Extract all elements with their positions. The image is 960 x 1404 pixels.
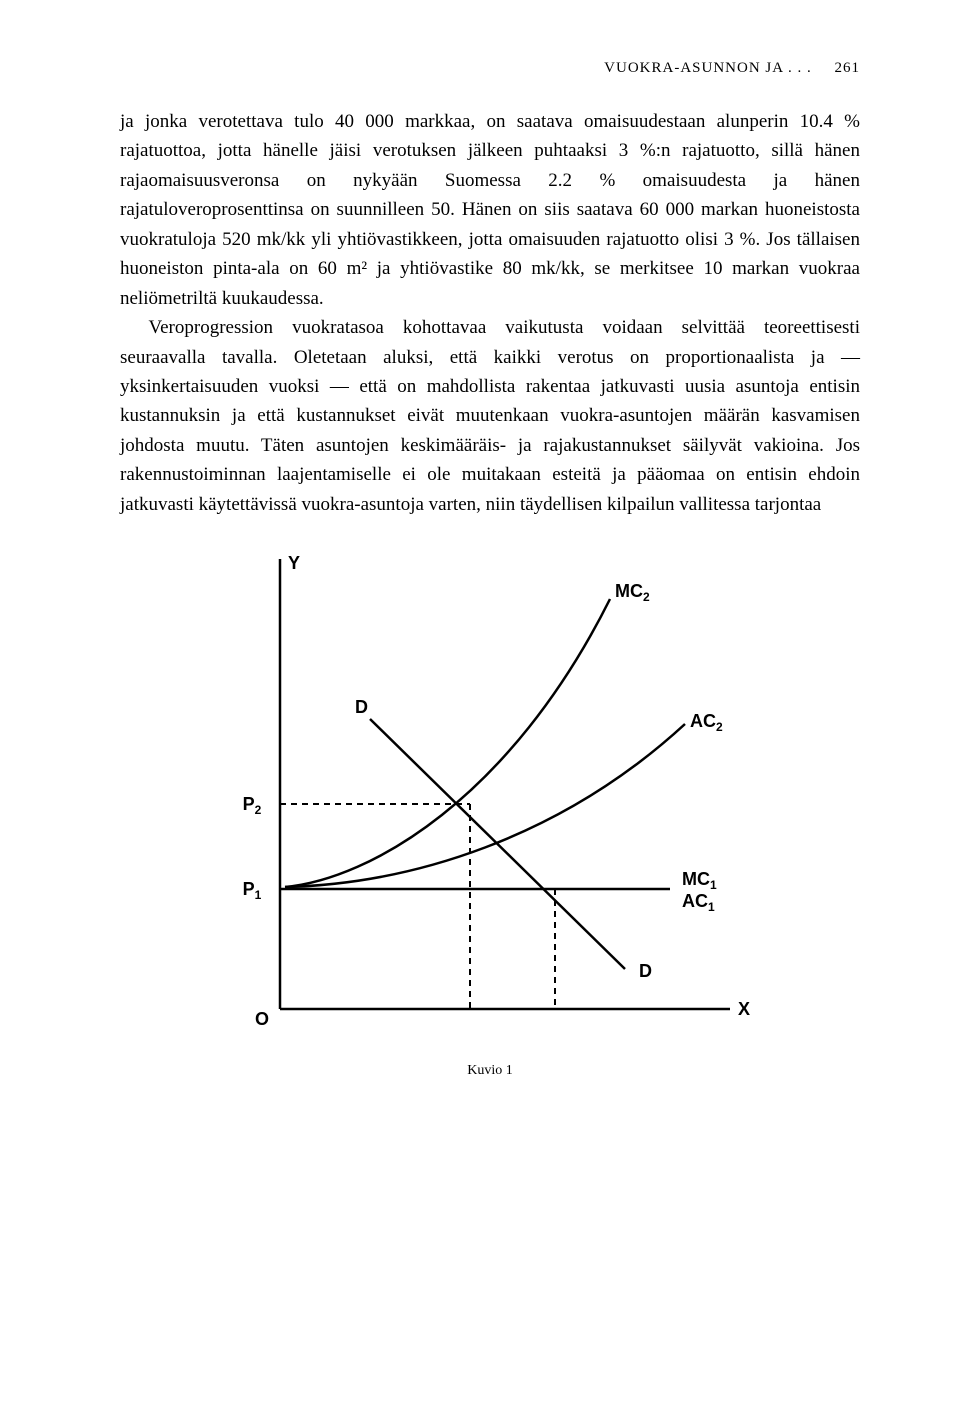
body-paragraph-1: ja jonka verotettava tulo 40 000 markkaa… [120, 107, 860, 313]
svg-text:AC1: AC1 [682, 891, 715, 914]
running-title: VUOKRA-ASUNNON JA . . . [604, 60, 812, 76]
running-header: VUOKRA-ASUNNON JA . . . 261 [120, 60, 860, 77]
svg-text:MC1: MC1 [682, 869, 717, 892]
figure-caption: Kuvio 1 [120, 1063, 860, 1079]
svg-text:O: O [255, 1009, 269, 1029]
svg-text:P2: P2 [243, 794, 262, 817]
figure-1: Y X O P1 P2 D D MC2 AC2 MC1AC1 [120, 539, 860, 1059]
page-number: 261 [835, 60, 861, 76]
svg-text:AC2: AC2 [690, 711, 723, 734]
svg-text:MC2: MC2 [615, 581, 650, 604]
svg-text:Y: Y [288, 553, 300, 573]
economics-chart: Y X O P1 P2 D D MC2 AC2 MC1AC1 [210, 539, 770, 1059]
svg-text:D: D [355, 697, 368, 717]
body-paragraph-2: Veroprogression vuokratasoa kohottavaa v… [120, 313, 860, 519]
svg-text:P1: P1 [243, 879, 262, 902]
svg-text:D: D [639, 961, 652, 981]
svg-text:X: X [738, 999, 750, 1019]
